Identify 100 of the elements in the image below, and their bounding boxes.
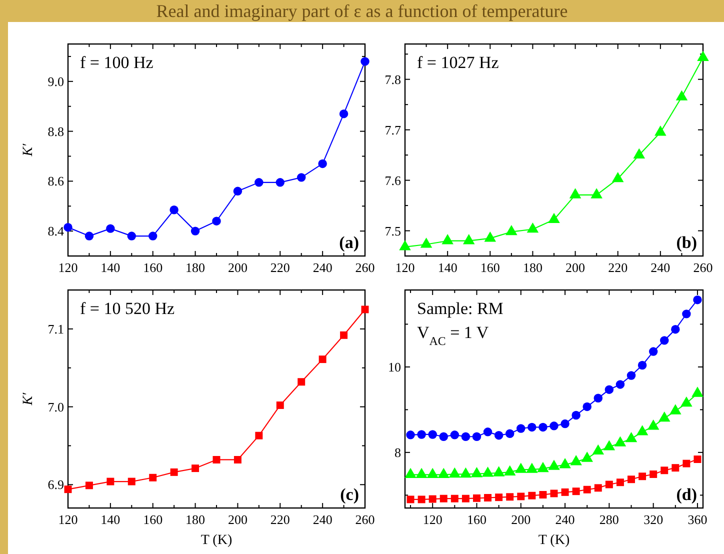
point xyxy=(604,385,614,394)
point xyxy=(234,456,242,464)
point xyxy=(428,430,437,439)
x-tick-label: 260 xyxy=(355,512,375,527)
y-axis-title: K′ xyxy=(21,142,36,158)
point xyxy=(106,224,115,233)
annotation: f = 100 Hz xyxy=(80,53,154,72)
x-tick-label: 360 xyxy=(688,512,708,527)
point xyxy=(484,494,492,502)
x-tick-label: 320 xyxy=(644,512,664,527)
x-tick-label: 200 xyxy=(228,512,248,527)
point xyxy=(538,422,548,432)
point xyxy=(461,432,470,441)
point xyxy=(472,432,482,441)
point xyxy=(517,492,525,500)
point xyxy=(494,430,504,440)
y-tick-label: 8.4 xyxy=(48,224,64,239)
point xyxy=(672,464,680,472)
point xyxy=(495,494,503,502)
point xyxy=(64,222,72,232)
point xyxy=(417,430,426,439)
y-tick-label: 7.8 xyxy=(384,72,401,87)
point xyxy=(528,422,536,432)
point xyxy=(442,234,454,244)
x-tick-label: 240 xyxy=(650,260,670,275)
point xyxy=(473,494,480,502)
point xyxy=(420,238,432,248)
point xyxy=(406,496,414,504)
point xyxy=(548,212,560,224)
point xyxy=(462,494,470,502)
point xyxy=(233,186,242,196)
x-tick-label: 240 xyxy=(555,512,575,527)
y-tick-label: 8 xyxy=(394,444,401,460)
point xyxy=(484,232,496,242)
point xyxy=(360,57,370,66)
point xyxy=(660,466,668,474)
point xyxy=(506,493,514,501)
x-tick-label: 120 xyxy=(395,260,415,275)
point xyxy=(450,494,458,502)
point xyxy=(660,336,669,345)
point xyxy=(697,50,709,62)
annotation: (d) xyxy=(676,485,697,504)
point xyxy=(594,484,602,492)
point xyxy=(64,486,72,494)
point xyxy=(85,482,93,490)
point xyxy=(616,380,625,389)
point xyxy=(128,478,136,486)
x-tick-label: 180 xyxy=(186,260,206,275)
point xyxy=(439,432,448,441)
point xyxy=(560,419,570,428)
x-tick-label: 140 xyxy=(100,512,120,527)
x-tick-label: 140 xyxy=(100,260,120,275)
point xyxy=(682,460,690,468)
x-tick-label: 200 xyxy=(228,260,248,275)
point xyxy=(583,486,591,494)
point xyxy=(506,224,518,236)
y-tick-label: 6.9 xyxy=(48,477,64,492)
point xyxy=(612,172,624,182)
point xyxy=(628,476,635,484)
point xyxy=(255,432,263,440)
point xyxy=(654,126,666,136)
point xyxy=(276,178,285,187)
y-tick-label: 7.7 xyxy=(384,122,402,138)
y-tick-label: 10 xyxy=(388,359,401,374)
x-tick-label: 140 xyxy=(438,260,458,275)
point xyxy=(550,490,558,498)
x-tick-label: 200 xyxy=(511,512,531,527)
x-axis-title: T (K) xyxy=(538,533,570,548)
x-tick-label: 220 xyxy=(270,512,290,527)
x-tick-label: 240 xyxy=(312,512,332,527)
point xyxy=(170,468,178,476)
x-tick-label: 180 xyxy=(522,260,542,275)
point xyxy=(339,109,348,118)
x-tick-label: 120 xyxy=(422,512,442,527)
x-tick-label: 220 xyxy=(270,260,290,275)
point xyxy=(318,356,326,364)
point xyxy=(693,295,702,304)
point xyxy=(483,428,492,436)
point xyxy=(650,470,658,478)
y-tick-label: 7.6 xyxy=(384,172,402,188)
point xyxy=(106,478,114,486)
point xyxy=(505,429,514,438)
point xyxy=(569,188,582,198)
annotation: f = 10 520 Hz xyxy=(80,299,176,318)
point xyxy=(572,488,580,496)
x-tick-label: 120 xyxy=(58,512,78,527)
point xyxy=(149,474,157,482)
point xyxy=(192,464,200,472)
point xyxy=(418,496,426,504)
x-tick-label: 160 xyxy=(480,260,500,275)
point xyxy=(671,324,680,334)
point xyxy=(526,222,539,233)
y-tick-label: 8.6 xyxy=(48,174,64,189)
annotation: Sample: RM xyxy=(417,299,504,318)
point xyxy=(296,173,306,182)
point xyxy=(638,360,647,370)
point xyxy=(616,478,624,486)
y-tick-label: 7.5 xyxy=(384,223,401,238)
point xyxy=(190,226,200,236)
point xyxy=(462,234,475,244)
